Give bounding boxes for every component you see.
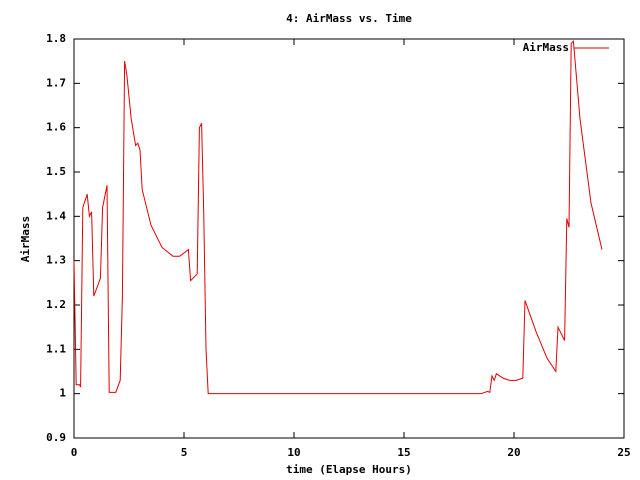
x-tick-label: 5 [181,446,188,459]
y-tick-label: 1.1 [46,342,66,355]
x-tick-label: 20 [507,446,520,459]
y-tick-label: 1.5 [46,165,66,178]
y-tick-label: 1.6 [46,121,66,134]
y-tick-label: 1 [59,387,66,400]
y-tick-label: 1.7 [46,76,66,89]
y-tick-label: 1.3 [46,254,66,267]
x-axis-label: time (Elapse Hours) [286,463,412,476]
x-tick-label: 10 [287,446,300,459]
y-tick-label: 0.9 [46,431,66,444]
x-tick-label: 25 [617,446,630,459]
x-tick-label: 15 [397,446,410,459]
y-tick-label: 1.2 [46,298,66,311]
x-tick-label: 0 [71,446,78,459]
y-tick-label: 1.8 [46,32,66,45]
chart-title: 4: AirMass vs. Time [286,12,412,25]
legend-label: AirMass [523,41,569,54]
plot-border [73,38,625,439]
y-axis-label: AirMass [19,216,32,262]
data-line [73,40,603,395]
y-tick-label: 1.4 [46,209,66,222]
